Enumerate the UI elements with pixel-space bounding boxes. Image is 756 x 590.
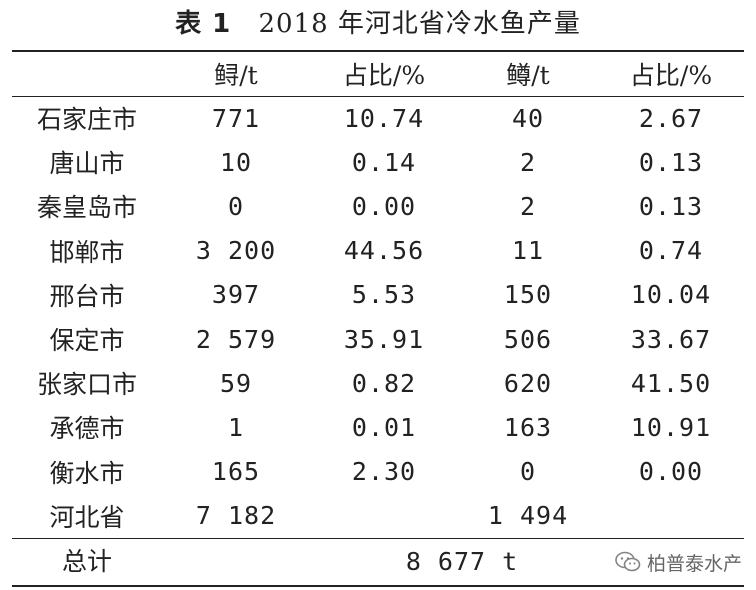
trout-share-cell: 0.00 <box>638 457 704 487</box>
sturgeon-cell: 7 182 <box>195 501 277 531</box>
watermark-text: 柏普泰水产 <box>646 552 742 575</box>
trout-share-cell: 2.67 <box>638 103 704 133</box>
sturgeon-cell: 771 <box>211 103 261 133</box>
trout-cell: 1 494 <box>487 501 569 531</box>
table-row: 张家口市 59 0.82 620 41.50 <box>12 361 744 405</box>
total-row: 总计 8 677 t <box>12 539 744 585</box>
trout-share-cell: 41.50 <box>630 368 712 398</box>
sturgeon-cell: 165 <box>211 457 261 487</box>
sturgeon-share-cell: 35.91 <box>343 324 425 354</box>
trout-cell: 2 <box>519 191 537 221</box>
trout-cell: 0 <box>519 457 537 487</box>
sturgeon-share-cell: 10.74 <box>343 103 425 133</box>
sturgeon-share-cell: 0.82 <box>351 368 417 398</box>
table-row: 唐山市 10 0.14 2 0.13 <box>12 140 744 184</box>
sturgeon-cell: 59 <box>219 368 253 398</box>
table-body: 石家庄市 771 10.74 40 2.67 唐山市 10 0.14 2 0.13 秦皇岛市 0 0.0… <box>12 96 744 538</box>
table-row: 石家庄市 771 10.74 40 2.67 <box>12 96 744 140</box>
region-cell: 承德市 <box>49 414 125 444</box>
region-cell: 保定市 <box>49 326 125 356</box>
trout-cell: 150 <box>503 280 553 310</box>
sturgeon-share-cell: 0.01 <box>351 412 417 442</box>
header-cell-sturgeon-share: 占比/% <box>342 61 426 90</box>
sturgeon-cell: 0 <box>227 191 245 221</box>
region-cell: 邯郸市 <box>49 237 125 267</box>
bottom-rule <box>12 585 744 587</box>
header-row: 鲟/t 占比/% 鳟/t 占比/% <box>12 52 744 96</box>
sturgeon-cell: 2 579 <box>195 324 277 354</box>
production-table: 鲟/t 占比/% 鳟/t 占比/% 石家庄市 771 10.74 40 2.67 唐山市 1… <box>12 52 744 538</box>
trout-cell: 40 <box>511 103 545 133</box>
header-cell-sturgeon: 鲟/t <box>214 61 258 90</box>
wechat-icon <box>615 551 641 572</box>
region-cell: 张家口市 <box>36 370 137 400</box>
watermark: 柏普泰水产 <box>615 547 742 577</box>
sturgeon-cell: 3 200 <box>195 236 277 266</box>
total-label: 总计 <box>61 547 112 576</box>
header-cell-region <box>12 52 162 96</box>
trout-share-cell: 0.13 <box>638 147 704 177</box>
total-value: 8 677 t <box>405 547 519 576</box>
header-rule <box>12 96 744 97</box>
trout-share-cell: 0.13 <box>638 191 704 221</box>
trout-share-cell: 10.04 <box>630 280 712 310</box>
table-row: 秦皇岛市 0 0.00 2 0.13 <box>12 184 744 228</box>
sturgeon-share-cell: 44.56 <box>343 236 425 266</box>
sturgeon-cell: 1 <box>227 412 245 442</box>
region-cell: 衡水市 <box>49 458 125 488</box>
sturgeon-share-cell: 0.00 <box>351 191 417 221</box>
region-cell: 石家庄市 <box>36 105 137 135</box>
region-cell: 秦皇岛市 <box>36 193 137 223</box>
table-row: 衡水市 165 2.30 0 0.00 <box>12 450 744 494</box>
trout-share-cell: 0.74 <box>638 236 704 266</box>
table-number: 表 1 <box>175 9 232 39</box>
table-row: 承德市 1 0.01 163 10.91 <box>12 405 744 449</box>
trout-share-cell: 10.91 <box>630 412 712 442</box>
region-cell: 邢台市 <box>49 281 125 311</box>
table-row: 邯郸市 3 200 44.56 11 0.74 <box>12 229 744 273</box>
table-title: 表 1 2018 年河北省冷水鱼产量 <box>0 4 756 44</box>
trout-cell: 2 <box>519 147 537 177</box>
header-cell-trout: 鳟/t <box>506 61 550 90</box>
sturgeon-share-cell: 0.14 <box>351 147 417 177</box>
sturgeon-cell: 10 <box>219 147 253 177</box>
top-rule <box>12 50 744 52</box>
trout-cell: 620 <box>503 368 553 398</box>
sturgeon-cell: 397 <box>211 280 261 310</box>
trout-cell: 506 <box>503 324 553 354</box>
trout-share-cell <box>598 494 744 538</box>
total-rule <box>12 538 744 539</box>
sturgeon-share-cell <box>310 494 458 538</box>
table-row: 保定市 2 579 35.91 506 33.67 <box>12 317 744 361</box>
table-row: 河北省 7 182 1 494 <box>12 494 744 538</box>
region-cell: 河北省 <box>49 502 125 532</box>
sturgeon-share-cell: 2.30 <box>351 457 417 487</box>
region-cell: 唐山市 <box>49 149 125 179</box>
sturgeon-share-cell: 5.53 <box>351 280 417 310</box>
trout-cell: 163 <box>503 412 553 442</box>
trout-cell: 11 <box>511 236 545 266</box>
trout-share-cell: 33.67 <box>630 324 712 354</box>
table-row: 邢台市 397 5.53 150 10.04 <box>12 273 744 317</box>
table-title-text: 2018 年河北省冷水鱼产量 <box>258 9 581 39</box>
header-cell-trout-share: 占比/% <box>629 61 713 90</box>
